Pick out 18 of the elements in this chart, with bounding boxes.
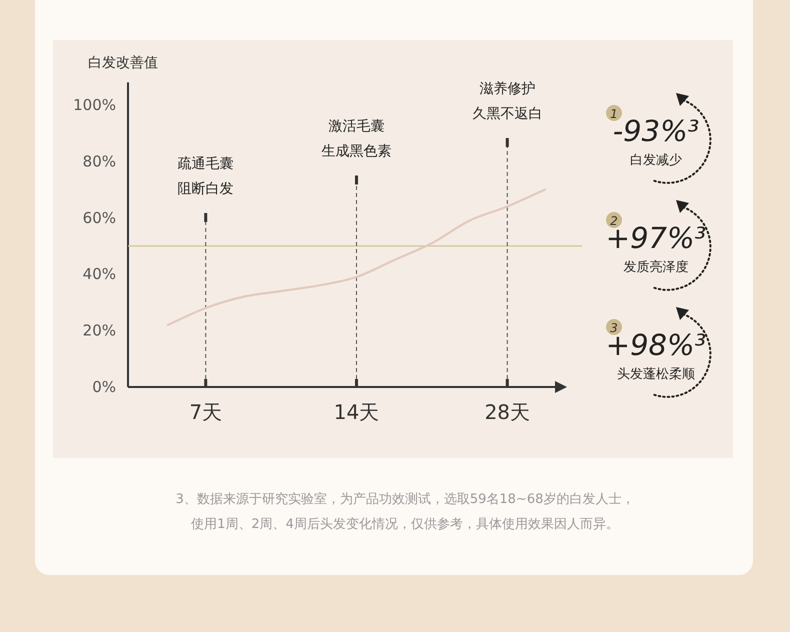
- ref-line-label: 疏通毛囊阻断白发: [178, 156, 234, 197]
- text: 白发减少: [630, 153, 682, 168]
- text: 1: [610, 107, 618, 121]
- y-axis-title: 白发改善值: [88, 54, 158, 71]
- y-tick-label: 0%: [92, 378, 116, 396]
- y-tick-label: 80%: [82, 152, 116, 170]
- y-tick-label: 20%: [82, 322, 116, 340]
- x-tick-label: 14天: [334, 400, 380, 424]
- y-tick-label: 40%: [82, 265, 116, 284]
- ref-line-label: 滋养修护久黑不返白: [472, 81, 542, 122]
- ref-line-label: 激活毛囊生成黑色素: [322, 118, 392, 160]
- text: 头发蓬松柔顺: [617, 367, 695, 382]
- y-tick-label: 100%: [73, 96, 116, 114]
- text: 发质亮泽度: [624, 259, 688, 275]
- y-tick-label: 60%: [82, 208, 116, 227]
- x-tick-label: 28天: [484, 400, 530, 424]
- x-tick-label: 7天: [189, 400, 222, 424]
- text: 3、数据来源于研究实验室，为产品功效测试，选取59名18~68岁的白发人士，使用1周、2周、4周后头发变化情况，仅供参考，具体使用效果因人而异。: [176, 491, 634, 532]
